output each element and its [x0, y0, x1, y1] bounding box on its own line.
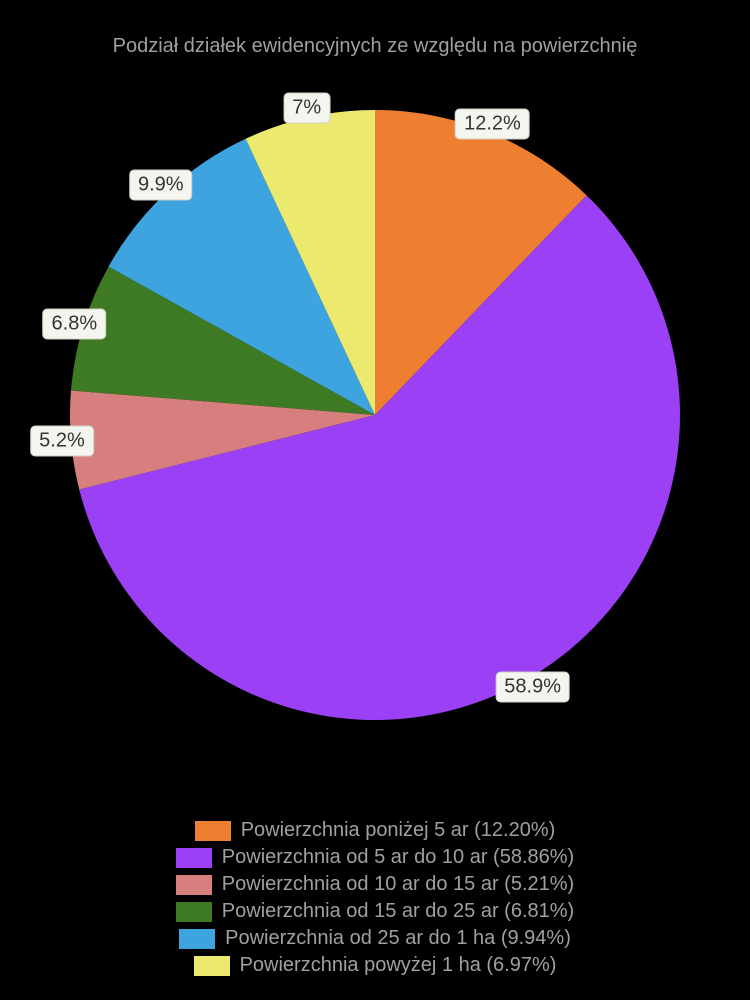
legend-swatch: [176, 848, 212, 868]
legend-label: Powierzchnia od 5 ar do 10 ar (58.86%): [222, 846, 574, 869]
pie-chart: 12.2%58.9%5.2%6.8%9.9%7%: [70, 110, 680, 720]
legend-item: Powierzchnia od 10 ar do 15 ar (5.21%): [0, 873, 750, 896]
chart-title: Podział działek ewidencyjnych ze względu…: [0, 35, 750, 58]
legend-label: Powierzchnia powyżej 1 ha (6.97%): [240, 954, 557, 977]
legend-item: Powierzchnia od 5 ar do 10 ar (58.86%): [0, 846, 750, 869]
legend-swatch: [179, 929, 215, 949]
pie-svg: [70, 110, 680, 720]
legend-item: Powierzchnia od 25 ar do 1 ha (9.94%): [0, 927, 750, 950]
legend-swatch: [195, 821, 231, 841]
legend-label: Powierzchnia od 10 ar do 15 ar (5.21%): [222, 873, 574, 896]
slice-label: 5.2%: [30, 426, 94, 457]
chart-container: Podział działek ewidencyjnych ze względu…: [0, 0, 750, 1000]
slice-label: 6.8%: [43, 308, 107, 339]
legend-swatch: [176, 902, 212, 922]
slice-label: 9.9%: [129, 170, 193, 201]
legend-swatch: [194, 956, 230, 976]
legend-label: Powierzchnia od 25 ar do 1 ha (9.94%): [225, 927, 571, 950]
legend-label: Powierzchnia od 15 ar do 25 ar (6.81%): [222, 900, 574, 923]
legend-item: Powierzchnia powyżej 1 ha (6.97%): [0, 954, 750, 977]
legend-swatch: [176, 875, 212, 895]
slice-label: 7%: [283, 93, 330, 124]
slice-label: 12.2%: [455, 108, 530, 139]
legend: Powierzchnia poniżej 5 ar (12.20%) Powier…: [0, 815, 750, 981]
legend-item: Powierzchnia od 15 ar do 25 ar (6.81%): [0, 900, 750, 923]
legend-label: Powierzchnia poniżej 5 ar (12.20%): [241, 819, 556, 842]
slice-label: 58.9%: [495, 671, 570, 702]
legend-item: Powierzchnia poniżej 5 ar (12.20%): [0, 819, 750, 842]
